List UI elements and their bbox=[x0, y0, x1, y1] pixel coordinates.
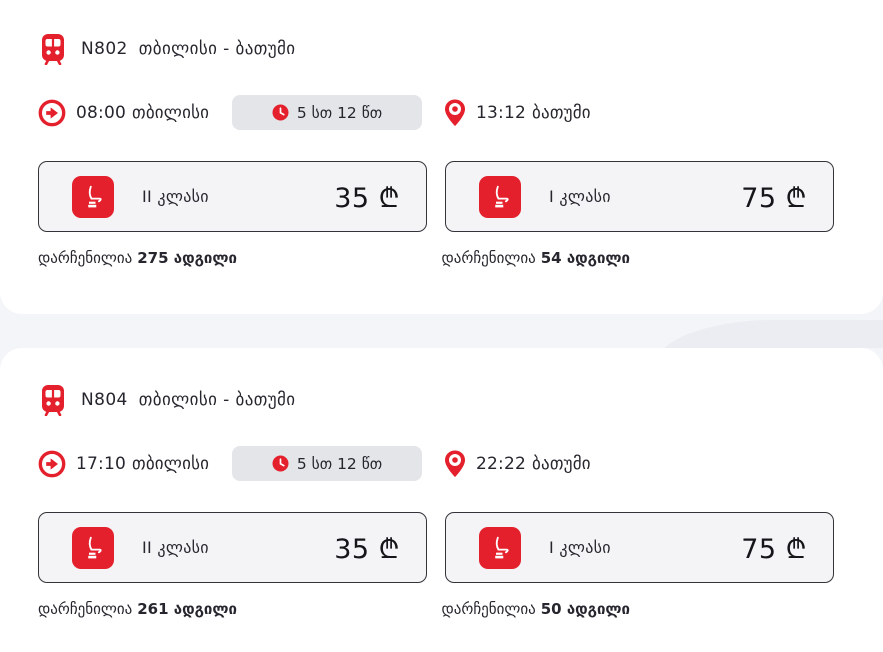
clock-icon bbox=[272, 455, 289, 472]
seat-icon bbox=[72, 175, 114, 218]
class-name: II კლასი bbox=[142, 187, 209, 206]
class-price: 35 ₾ bbox=[334, 534, 400, 565]
departure-info: 17:10 თბილისი bbox=[38, 450, 232, 478]
seats-remaining: დარჩენილია 54 ადგილი bbox=[441, 249, 631, 267]
train-icon bbox=[38, 33, 68, 65]
seats-remaining: დარჩენილია 275 ადგილი bbox=[38, 249, 237, 267]
arrival-info: 22:22 ბათუმი bbox=[443, 449, 591, 478]
departure-time: 08:00 bbox=[76, 102, 126, 123]
section-divider bbox=[0, 314, 883, 348]
location-pin-icon bbox=[443, 449, 467, 478]
class-options: II კლასი 35 ₾ I კლასი 75 ₾ bbox=[38, 161, 845, 232]
arrival-info: 13:12 ბათუმი bbox=[443, 98, 591, 127]
class-price: 75 ₾ bbox=[741, 534, 807, 565]
class-name: I კლასი bbox=[549, 187, 611, 206]
class-name: I კლასი bbox=[549, 538, 611, 557]
seats-remaining: დარჩენილია 50 ადგილი bbox=[441, 600, 631, 618]
arrival-time: 13:12 bbox=[476, 102, 526, 123]
train-result-1: N802 თბილისი - ბათუმი 08:00 თბილისი bbox=[0, 0, 883, 314]
departure-time: 17:10 bbox=[76, 453, 126, 474]
seat-icon bbox=[479, 175, 521, 218]
train-icon bbox=[38, 384, 68, 416]
departure-icon bbox=[38, 450, 66, 478]
train-number: N804 bbox=[81, 390, 128, 410]
clock-icon bbox=[272, 104, 289, 121]
seat-icon bbox=[72, 526, 114, 569]
class-price: 35 ₾ bbox=[334, 183, 400, 214]
divider-wave-decoration bbox=[653, 320, 883, 348]
train-route: თბილისი - ბათუმი bbox=[138, 390, 296, 410]
seats-remaining-row: დარჩენილია 261 ადგილი დარჩენილია 50 ადგილი bbox=[38, 600, 845, 618]
departure-info: 08:00 თბილისი bbox=[38, 99, 232, 127]
location-pin-icon bbox=[443, 98, 467, 127]
duration-badge: 5 სთ 12 წთ bbox=[232, 446, 422, 481]
class-price: 75 ₾ bbox=[741, 183, 807, 214]
schedule-row: 17:10 თბილისი 5 სთ 12 წთ bbox=[38, 446, 845, 481]
duration-text: 5 სთ 12 წთ bbox=[296, 103, 383, 122]
duration-text: 5 სთ 12 წთ bbox=[296, 454, 383, 473]
arrival-time: 22:22 bbox=[476, 453, 526, 474]
train-route: თბილისი - ბათუმი bbox=[138, 39, 296, 59]
train-number: N802 bbox=[81, 39, 128, 59]
departure-city: თბილისი bbox=[132, 102, 210, 123]
seat-icon bbox=[479, 526, 521, 569]
class-options: II კლასი 35 ₾ I კლასი 75 ₾ bbox=[38, 512, 845, 583]
class-card-second-class[interactable]: II კლასი 35 ₾ bbox=[38, 512, 427, 583]
seats-remaining-row: დარჩენილია 275 ადგილი დარჩენილია 54 ადგილი bbox=[38, 249, 845, 267]
class-card-first-class[interactable]: I კლასი 75 ₾ bbox=[445, 161, 834, 232]
class-card-second-class[interactable]: II კლასი 35 ₾ bbox=[38, 161, 427, 232]
class-name: II კლასი bbox=[142, 538, 209, 557]
seats-remaining: დარჩენილია 261 ადგილი bbox=[38, 600, 237, 618]
train-header: N804 თბილისი - ბათუმი bbox=[38, 384, 845, 416]
arrival-city: ბათუმი bbox=[532, 102, 591, 123]
arrival-city: ბათუმი bbox=[532, 453, 591, 474]
departure-icon bbox=[38, 99, 66, 127]
schedule-row: 08:00 თბილისი 5 სთ 12 წთ bbox=[38, 95, 845, 130]
duration-badge: 5 სთ 12 წთ bbox=[232, 95, 422, 130]
departure-city: თბილისი bbox=[132, 453, 210, 474]
train-result-2: N804 თბილისი - ბათუმი 17:10 თბილისი bbox=[0, 348, 883, 652]
class-card-first-class[interactable]: I კლასი 75 ₾ bbox=[445, 512, 834, 583]
train-header: N802 თბილისი - ბათუმი bbox=[38, 33, 845, 65]
